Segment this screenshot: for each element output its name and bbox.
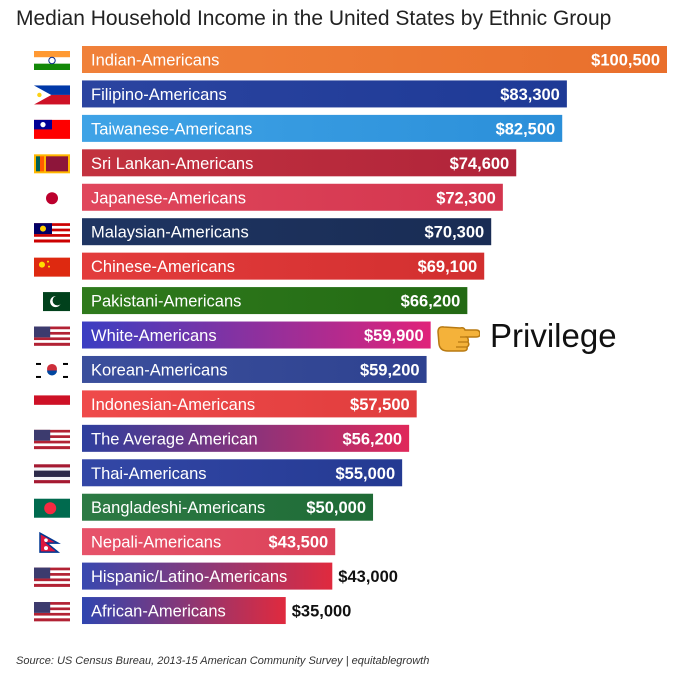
philippines-flag-icon: [34, 85, 70, 105]
taiwan-flag-icon: [34, 119, 70, 139]
value-label: $35,000: [292, 603, 352, 621]
india-flag-icon: [34, 51, 70, 70]
bar-2: [82, 114, 563, 142]
bar-8: [82, 321, 431, 349]
chart-title: Median Household Income in the United St…: [16, 7, 612, 30]
value-label: $69,100: [418, 258, 478, 276]
bar-10: [82, 390, 417, 418]
category-label: Korean-Americans: [91, 361, 228, 379]
category-label: The Average American: [91, 430, 258, 448]
bar-15: [82, 562, 333, 590]
category-label: Filipino-Americans: [91, 86, 227, 104]
category-label: African-Americans: [91, 603, 226, 621]
malaysia-flag-icon: [34, 223, 70, 243]
category-label: Malaysian-Americans: [91, 224, 249, 242]
category-label: Chinese-Americans: [91, 258, 235, 276]
category-label: Sri Lankan-Americans: [91, 155, 253, 173]
value-label: $43,000: [338, 568, 398, 586]
bar-9: [82, 355, 427, 383]
value-label: $70,300: [425, 224, 485, 242]
source-note: Source: US Census Bureau, 2013-15 Americ…: [16, 655, 430, 667]
bar-11: [82, 424, 410, 452]
usa-flag-icon: [34, 326, 70, 346]
bar-0: [82, 46, 667, 73]
value-label: $43,500: [269, 534, 329, 552]
bar-6: [82, 252, 485, 280]
bar-7: [82, 287, 468, 315]
bar-14: [82, 528, 336, 556]
value-label: $82,500: [496, 120, 556, 138]
pointing-hand-icon: [437, 326, 480, 352]
value-label: $100,500: [591, 52, 660, 70]
value-label: $56,200: [342, 430, 402, 448]
category-label: Pakistani-Americans: [91, 293, 241, 311]
value-label: $74,600: [450, 155, 510, 173]
nepal-flag-icon: [39, 531, 61, 553]
category-label: Taiwanese-Americans: [91, 120, 252, 138]
category-label: Indonesian-Americans: [91, 396, 255, 414]
usa-flag-icon: [34, 429, 70, 450]
category-label: White-Americans: [91, 327, 217, 345]
bar-3: [82, 149, 517, 177]
category-label: Japanese-Americans: [91, 189, 246, 207]
category-label: Thai-Americans: [91, 465, 207, 483]
category-label: Indian-Americans: [91, 52, 219, 70]
bar-5: [82, 218, 492, 246]
value-label: $57,500: [350, 396, 410, 414]
bangladesh-flag-icon: [34, 498, 70, 518]
privilege-label: Privilege: [490, 317, 617, 354]
value-label: $50,000: [306, 499, 366, 517]
indonesia-flag-icon: [34, 395, 70, 415]
value-label: $66,200: [401, 293, 461, 311]
category-label: Bangladeshi-Americans: [91, 499, 265, 517]
south-korea-flag-icon: [34, 360, 70, 380]
value-label: $83,300: [500, 86, 560, 104]
usa-flag-icon: [34, 602, 70, 622]
value-label: $59,900: [364, 327, 424, 345]
category-label: Hispanic/Latino-Americans: [91, 568, 287, 586]
bar-1: [82, 80, 567, 108]
sri-lanka-flag-icon: [34, 154, 70, 174]
bar-16: [82, 597, 286, 625]
value-label: $72,300: [436, 189, 496, 207]
privilege-annotation: Privilege: [436, 317, 617, 355]
thailand-flag-icon: [34, 464, 70, 484]
bar-4: [82, 183, 503, 211]
china-flag-icon: [34, 257, 70, 277]
bar-12: [82, 459, 403, 487]
category-label: Nepali-Americans: [91, 534, 221, 552]
bar-13: [82, 493, 374, 521]
value-label: $59,200: [360, 361, 420, 379]
usa-flag-icon: [34, 567, 70, 587]
japan-flag-icon: [34, 188, 70, 208]
value-label: $55,000: [335, 465, 395, 483]
pakistan-flag-icon: [34, 292, 70, 312]
